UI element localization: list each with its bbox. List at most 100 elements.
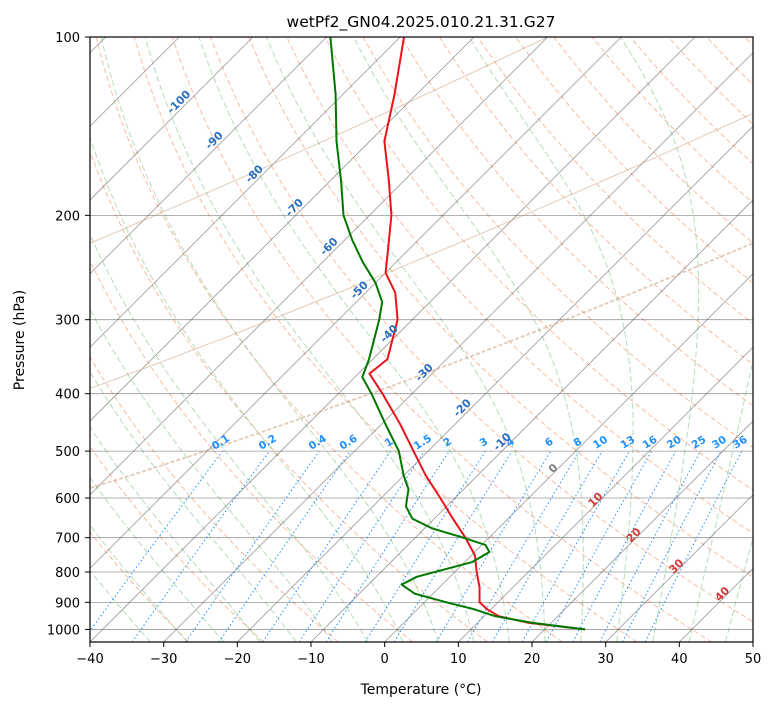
moist-adiabat-line — [725, 536, 753, 642]
dry-adiabat-line — [515, 37, 753, 284]
moist-adiabat-line — [144, 37, 475, 642]
isotherm-line — [679, 567, 753, 642]
mixing-ratio-line — [545, 450, 653, 642]
dry-adiabat-line — [362, 37, 753, 449]
sounding-profiles — [329, 37, 586, 631]
isotherm-label: -100 — [165, 87, 194, 116]
x-tick-label: −20 — [224, 652, 251, 667]
isotherm-label: -20 — [451, 396, 474, 419]
y-tick-label: 600 — [55, 492, 80, 507]
reference-curve — [90, 37, 548, 244]
isotherm-label: -40 — [378, 322, 401, 345]
isotherm-line — [237, 125, 753, 642]
mixing-ratio-line — [262, 450, 392, 642]
moist-adiabat-line — [762, 37, 775, 642]
moist-adiabat-line — [90, 569, 151, 642]
isotherm-label: -30 — [413, 361, 436, 384]
moist-adiabat-line — [90, 370, 297, 642]
dry-adiabat-line — [248, 37, 753, 578]
mixing-ratio-line — [393, 450, 513, 642]
mixing-ratio-label: 1.5 — [412, 433, 434, 453]
dry-adiabat-line — [90, 531, 190, 642]
moist-adiabat-line — [90, 308, 333, 642]
dry-adiabat-line — [95, 37, 563, 642]
isotherm-line — [605, 494, 753, 642]
mixing-ratio-label: 10 — [591, 434, 610, 452]
y-tick-label: 300 — [55, 314, 80, 329]
x-tick-label: −30 — [150, 652, 177, 667]
x-tick-label: 30 — [597, 652, 614, 667]
mixing-ratio-line — [644, 450, 743, 642]
x-tick-label: 20 — [524, 652, 541, 667]
mixing-ratio-label: 16 — [641, 434, 660, 452]
reference-curve — [90, 242, 753, 490]
mixing-ratio-line — [131, 450, 270, 642]
mixing-ratio-line — [325, 450, 450, 642]
dry-adiabat-line — [90, 445, 264, 642]
y-axis-label: Pressure (hPa) — [12, 290, 28, 390]
isotherm-line — [163, 52, 753, 642]
mixing-ratio-line — [298, 450, 425, 642]
moist-adiabat-line — [90, 135, 404, 642]
y-tick-label: 900 — [55, 596, 80, 611]
mixing-ratio-line — [599, 450, 701, 642]
mixing-ratio-label: 25 — [690, 434, 709, 452]
x-tick-label: 0 — [381, 652, 389, 667]
isotherm-label: -10 — [491, 430, 514, 453]
moist-adiabat-line — [90, 476, 225, 642]
dry-adiabat-line — [591, 37, 753, 204]
y-tick-label: 500 — [55, 445, 80, 460]
chart-title: wetPf2_GN04.2025.010.21.31.G27 — [287, 13, 556, 32]
x-tick-label: 50 — [745, 652, 762, 667]
mixing-ratio-line — [90, 450, 223, 632]
dry-adiabat-line — [400, 37, 753, 407]
y-tick-label: 100 — [55, 31, 80, 46]
isotherm-line — [90, 37, 327, 275]
y-tick-label: 700 — [55, 532, 80, 547]
isotherm-line — [90, 37, 548, 496]
isotherm-line — [90, 37, 622, 569]
moist-adiabat-line — [688, 358, 753, 642]
isotherm-line — [90, 37, 475, 422]
mixing-ratio-line — [572, 450, 677, 642]
isotherm-line — [384, 273, 753, 642]
isotherm-line — [458, 346, 753, 642]
isotherm-label: -80 — [243, 162, 266, 185]
mixing-ratio-label: 0.4 — [307, 433, 329, 453]
y-tick-label: 400 — [55, 388, 80, 403]
dry-adiabat-line — [706, 37, 753, 86]
temperature-profile-line — [368, 37, 586, 631]
dry-adiabat-line — [133, 37, 638, 642]
isotherm-label: 10 — [586, 490, 606, 510]
x-tick-label: 40 — [671, 652, 688, 667]
y-tick-label: 800 — [55, 566, 80, 581]
dewpoint-profile-line — [329, 37, 586, 631]
x-axis-label: Temperature (°C) — [360, 682, 482, 698]
mixing-ratio-line — [621, 450, 722, 642]
moist-adiabat-line — [90, 233, 369, 642]
moist-adiabat-line — [90, 524, 188, 642]
mixing-ratio-label: 13 — [619, 434, 638, 452]
axes: −40 −30 −20 −10 0 10 20 30 40 5010020030040050060… — [47, 31, 761, 667]
moist-adiabat-line — [620, 37, 700, 642]
isotherm-label: 40 — [712, 584, 732, 604]
isotherm-label: -90 — [203, 129, 226, 152]
x-tick-label: −10 — [297, 652, 324, 667]
dry-adiabat-line — [210, 37, 753, 623]
mixing-ratio-line — [185, 450, 320, 642]
dry-adiabat-line — [553, 37, 753, 244]
isotherm-line — [531, 420, 753, 642]
moist-adiabat-line — [266, 37, 546, 642]
mixing-ratio-label: 20 — [665, 434, 684, 452]
mixing-ratio-line — [521, 450, 630, 642]
moist-adiabat-line — [353, 37, 584, 642]
dry-adiabat-line — [90, 356, 339, 642]
background-grid — [90, 37, 775, 642]
mixing-ratio-label: 0.1 — [210, 433, 232, 453]
isotherm-label: 30 — [666, 556, 686, 576]
mixing-ratio-line — [218, 450, 351, 642]
y-tick-label: 200 — [55, 209, 80, 224]
mixing-ratio-label: 6 — [543, 436, 556, 450]
dry-adiabat-line — [438, 37, 753, 366]
